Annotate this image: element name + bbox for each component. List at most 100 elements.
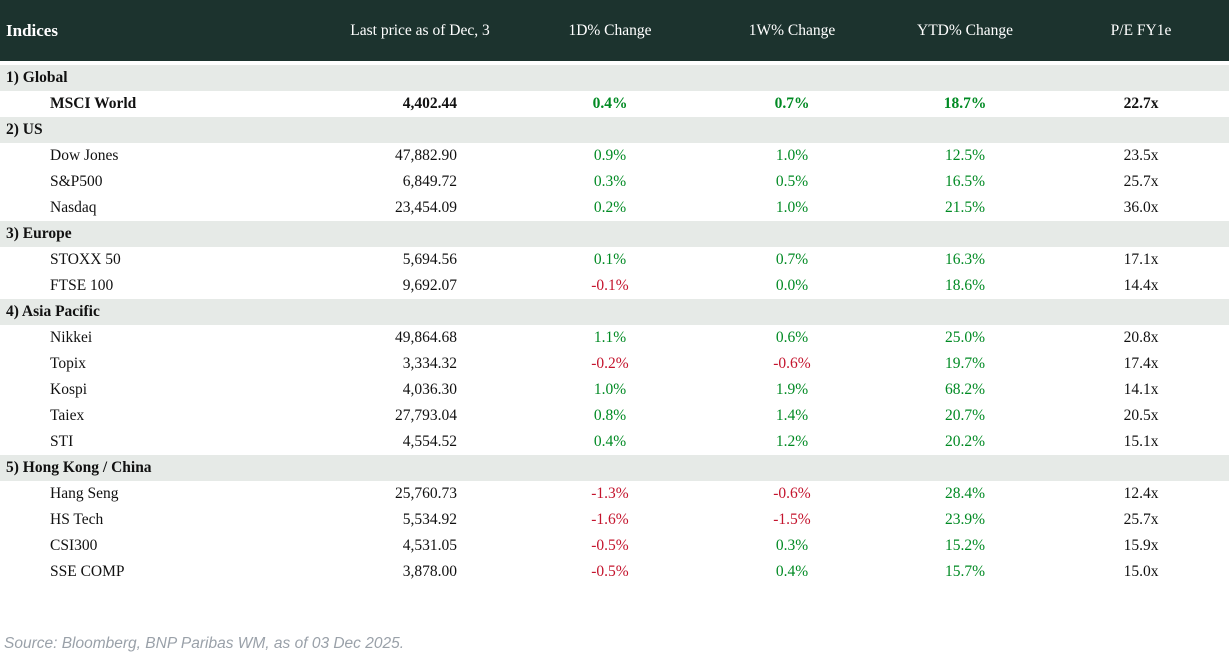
section-row: 4) Asia Pacific — [0, 299, 1229, 325]
pe: 22.7x — [1123, 95, 1159, 112]
table-row: CSI300 4,531.05 -0.5% 0.3% 15.2% 15.9x — [0, 533, 1229, 559]
chg-ytd: 16.5% — [944, 173, 986, 190]
last-price: 25,760.73 — [395, 485, 457, 502]
chg-ytd: 20.2% — [944, 433, 986, 450]
section-row: 1) Global — [0, 65, 1229, 91]
chg-1d: 0.9% — [593, 147, 627, 164]
chg-1d: -1.6% — [591, 511, 629, 528]
pe: 14.1x — [1123, 381, 1159, 398]
index-name: Topix — [50, 355, 86, 372]
source-note: Source: Bloomberg, BNP Paribas WM, as of… — [4, 635, 405, 652]
pe: 15.9x — [1123, 537, 1159, 554]
table-row: Hang Seng 25,760.73 -1.3% -0.6% 28.4% 12… — [0, 481, 1229, 507]
pe: 15.1x — [1123, 433, 1159, 450]
pe: 25.7x — [1123, 173, 1159, 190]
last-price: 4,036.30 — [402, 381, 457, 398]
chg-ytd: 25.0% — [944, 329, 986, 346]
section-row: 3) Europe — [0, 221, 1229, 247]
chg-1d: -0.1% — [591, 277, 629, 294]
table-row: Dow Jones 47,882.90 0.9% 1.0% 12.5% 23.5… — [0, 143, 1229, 169]
index-name: FTSE 100 — [50, 277, 114, 294]
table-row: S&P500 6,849.72 0.3% 0.5% 16.5% 25.7x — [0, 169, 1229, 195]
table-row: Kospi 4,036.30 1.0% 1.9% 68.2% 14.1x — [0, 377, 1229, 403]
chg-1d: 0.8% — [593, 407, 627, 424]
table-row: FTSE 100 9,692.07 -0.1% 0.0% 18.6% 14.4x — [0, 273, 1229, 299]
index-name: Hang Seng — [50, 485, 119, 502]
index-name: Nasdaq — [50, 199, 97, 216]
last-price: 27,793.04 — [395, 407, 457, 424]
index-name: MSCI World — [50, 95, 137, 112]
table-row: STOXX 50 5,694.56 0.1% 0.7% 16.3% 17.1x — [0, 247, 1229, 273]
last-price: 47,882.90 — [395, 147, 457, 164]
section-row: 5) Hong Kong / China — [0, 455, 1229, 481]
chg-1d: -0.5% — [591, 563, 629, 580]
column-header-last-price: Last price as of Dec, 3 — [350, 21, 490, 39]
chg-1d: 0.4% — [593, 433, 627, 450]
table-row: Topix 3,334.32 -0.2% -0.6% 19.7% 17.4x — [0, 351, 1229, 377]
index-name: HS Tech — [50, 511, 104, 528]
table-row: Nikkei 49,864.68 1.1% 0.6% 25.0% 20.8x — [0, 325, 1229, 351]
pe: 17.4x — [1123, 355, 1159, 372]
index-name: Nikkei — [50, 329, 93, 346]
chg-1d: 0.3% — [593, 173, 627, 190]
table-title: Indices — [6, 20, 58, 40]
chg-1d: -0.5% — [591, 537, 629, 554]
chg-ytd: 18.7% — [943, 95, 987, 112]
chg-1d: 0.4% — [592, 95, 628, 112]
chg-1w: 0.7% — [774, 95, 810, 112]
chg-1w: 0.6% — [775, 329, 809, 346]
chg-ytd: 15.2% — [944, 537, 986, 554]
chg-ytd: 21.5% — [944, 199, 986, 216]
last-price: 4,531.05 — [402, 537, 457, 554]
last-price: 49,864.68 — [395, 329, 457, 346]
chg-1w: 1.0% — [775, 147, 809, 164]
index-name: SSE COMP — [50, 563, 125, 580]
chg-1w: 1.0% — [775, 199, 809, 216]
chg-1w: -1.5% — [773, 511, 811, 528]
chg-ytd: 20.7% — [944, 407, 986, 424]
pe: 20.8x — [1123, 329, 1159, 346]
last-price: 23,454.09 — [395, 199, 457, 216]
pe: 12.4x — [1123, 485, 1159, 502]
table-body: 1) Global MSCI World 4,402.44 0.4% 0.7% … — [0, 65, 1229, 585]
chg-1d: 0.1% — [593, 251, 627, 268]
last-price: 3,878.00 — [402, 563, 457, 580]
last-price: 9,692.07 — [402, 277, 457, 294]
index-name: CSI300 — [50, 537, 98, 554]
table-header-row: Indices Last price as of Dec, 3 1D% Chan… — [0, 0, 1229, 61]
section-label: 3) Europe — [6, 225, 72, 242]
last-price: 6,849.72 — [402, 173, 457, 190]
index-name: Kospi — [50, 381, 88, 398]
table-row: STI 4,554.52 0.4% 1.2% 20.2% 15.1x — [0, 429, 1229, 455]
chg-1d: 1.0% — [593, 381, 627, 398]
pe: 25.7x — [1123, 511, 1159, 528]
table-row: Taiex 27,793.04 0.8% 1.4% 20.7% 20.5x — [0, 403, 1229, 429]
chg-ytd: 23.9% — [944, 511, 986, 528]
chg-1d: 0.2% — [593, 199, 627, 216]
pe: 36.0x — [1123, 199, 1159, 216]
index-name: STI — [50, 433, 74, 450]
pe: 23.5x — [1123, 147, 1159, 164]
chg-ytd: 19.7% — [944, 355, 986, 372]
section-label: 1) Global — [6, 69, 68, 86]
last-price: 4,554.52 — [402, 433, 457, 450]
chg-1w: 0.7% — [775, 251, 809, 268]
chg-1w: 1.9% — [775, 381, 809, 398]
pe: 14.4x — [1123, 277, 1159, 294]
column-header-ytd-change: YTD% Change — [917, 21, 1013, 39]
pe: 15.0x — [1123, 563, 1159, 580]
table-row: Nasdaq 23,454.09 0.2% 1.0% 21.5% 36.0x — [0, 195, 1229, 221]
chg-1w: 0.0% — [775, 277, 809, 294]
chg-ytd: 18.6% — [944, 277, 986, 294]
pe: 20.5x — [1123, 407, 1159, 424]
index-name: STOXX 50 — [50, 251, 121, 268]
chg-1w: -0.6% — [773, 355, 811, 372]
pe: 17.1x — [1123, 251, 1159, 268]
index-name: Dow Jones — [50, 147, 119, 164]
last-price: 4,402.44 — [402, 95, 457, 112]
indices-table: Indices Last price as of Dec, 3 1D% Chan… — [0, 0, 1229, 585]
index-name: Taiex — [50, 407, 85, 424]
chg-ytd: 16.3% — [944, 251, 986, 268]
chg-ytd: 28.4% — [944, 485, 986, 502]
column-header-1d-change: 1D% Change — [568, 21, 652, 39]
